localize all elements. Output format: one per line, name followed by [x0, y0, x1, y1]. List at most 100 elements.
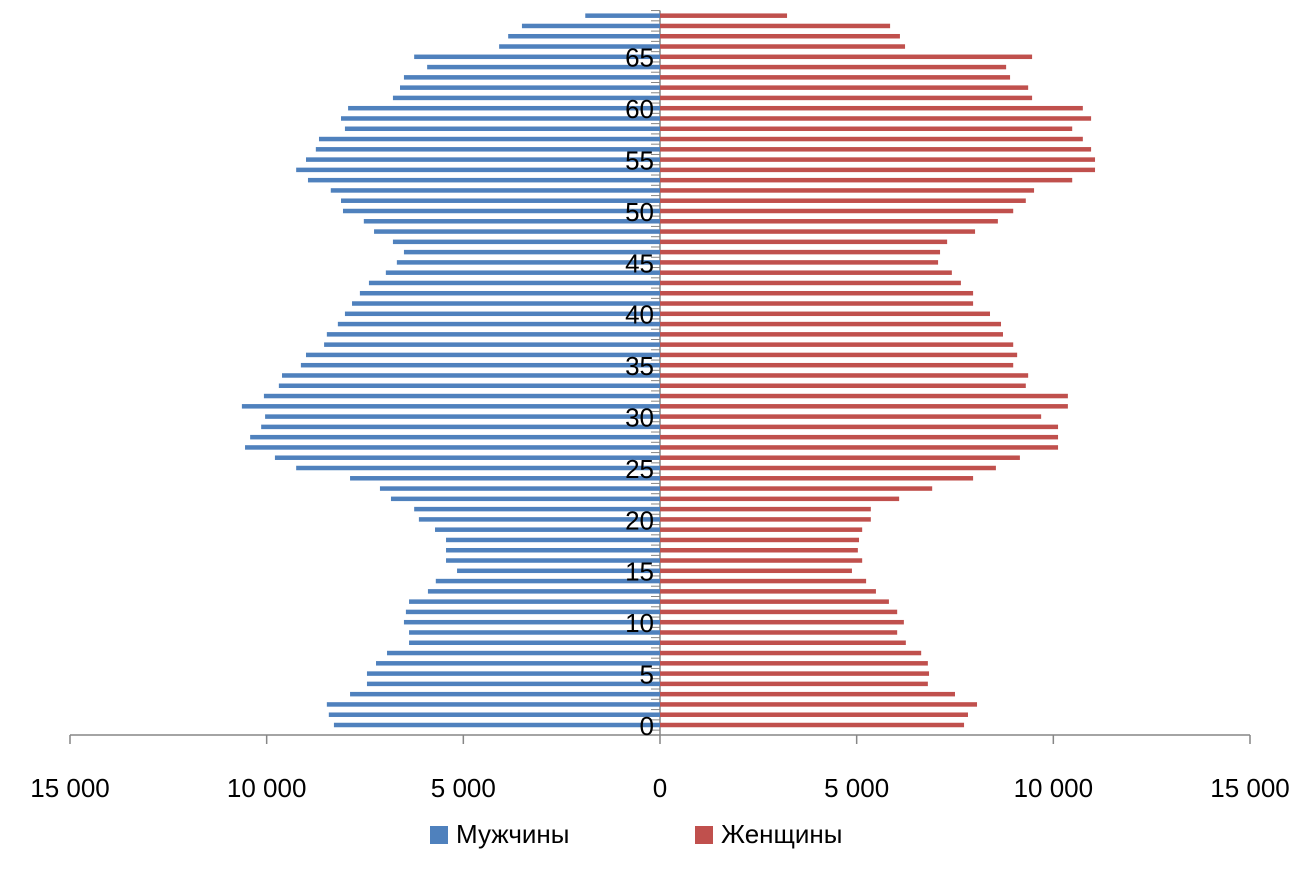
bar: [660, 619, 904, 625]
bar: [660, 578, 867, 584]
bar: [660, 630, 898, 635]
y-tick-label: 5: [640, 659, 654, 689]
y-tick-label: 60: [625, 94, 654, 124]
bar: [400, 85, 660, 90]
bar: [250, 434, 660, 440]
bar: [660, 321, 1002, 327]
y-tick-label: 15: [625, 557, 654, 587]
bar: [326, 332, 660, 337]
bar: [660, 198, 1026, 203]
bar: [660, 126, 1073, 132]
bar: [660, 54, 1033, 60]
bar: [392, 239, 660, 245]
bar: [660, 496, 900, 502]
bar: [282, 373, 660, 378]
y-tick-label: 65: [625, 43, 654, 73]
bar: [521, 23, 660, 29]
legend-swatch: [695, 826, 713, 844]
bar: [390, 496, 660, 502]
bar: [660, 599, 889, 604]
bar: [660, 95, 1033, 101]
bar: [660, 455, 1020, 460]
bar: [363, 219, 660, 224]
legend-label: Женщины: [721, 819, 842, 849]
y-tick-label: 20: [625, 505, 654, 535]
bar: [660, 188, 1035, 193]
bar: [660, 476, 974, 481]
bar: [245, 445, 661, 450]
bar: [435, 527, 660, 532]
bar: [660, 640, 906, 646]
y-tick-label: 25: [625, 454, 654, 484]
y-tick-label: 10: [625, 608, 654, 638]
bar: [306, 352, 660, 358]
bar: [318, 136, 660, 142]
bar: [660, 558, 863, 563]
bar: [660, 270, 952, 275]
bar: [660, 44, 906, 49]
bar: [326, 702, 660, 707]
bar: [660, 75, 1011, 80]
bar: [660, 177, 1073, 183]
bar: [660, 136, 1083, 142]
bar: [660, 219, 998, 224]
bar: [660, 116, 1092, 121]
bar: [376, 661, 660, 666]
bar: [660, 362, 1014, 368]
bar: [660, 373, 1029, 378]
bar: [660, 147, 1092, 152]
bar: [660, 383, 1026, 389]
bar: [341, 116, 660, 121]
bar: [660, 85, 1029, 90]
bar: [330, 188, 660, 193]
bar: [427, 589, 660, 594]
bar: [427, 64, 660, 70]
y-tick-label: 50: [625, 197, 654, 227]
bar: [660, 13, 788, 18]
bar: [300, 362, 660, 368]
bar: [660, 105, 1083, 111]
bar: [660, 352, 1018, 358]
bar: [366, 671, 660, 676]
bar: [660, 424, 1059, 430]
bar: [435, 578, 660, 584]
bar: [660, 568, 852, 574]
bar: [660, 157, 1096, 162]
bar: [278, 383, 660, 389]
bar: [660, 547, 858, 553]
bar: [660, 465, 996, 471]
bar: [446, 547, 660, 553]
bar: [265, 414, 660, 419]
bar: [660, 712, 968, 717]
bar: [306, 157, 660, 162]
x-tick-label: 0: [653, 773, 667, 803]
bar: [660, 301, 974, 306]
bar: [660, 249, 941, 255]
bar: [409, 599, 660, 604]
bar: [446, 537, 660, 543]
bar: [660, 722, 965, 728]
bar: [660, 650, 922, 656]
bar: [660, 609, 898, 615]
bar: [660, 702, 978, 707]
bar: [241, 404, 661, 409]
bar: [324, 342, 660, 347]
bar: [660, 517, 871, 522]
bar: [333, 722, 660, 728]
bar: [328, 712, 660, 717]
y-tick-label: 0: [640, 711, 654, 741]
bar: [660, 414, 1042, 419]
bar: [660, 167, 1096, 173]
bar: [315, 147, 660, 152]
bar: [660, 33, 900, 39]
bar: [374, 229, 660, 234]
bar: [261, 424, 660, 430]
bar: [341, 198, 660, 203]
bar: [660, 434, 1059, 440]
bar: [660, 691, 955, 697]
bar: [368, 280, 660, 286]
bar: [296, 465, 660, 471]
bar: [660, 280, 961, 286]
bar: [457, 568, 660, 574]
